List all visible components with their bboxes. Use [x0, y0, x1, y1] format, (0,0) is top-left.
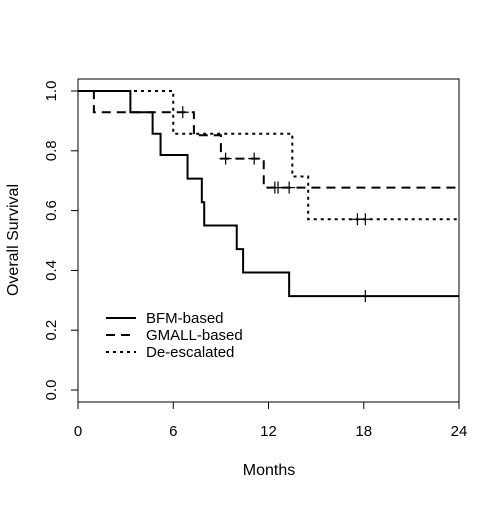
- series-line-de-escalated: [78, 90, 459, 221]
- x-tick-label: 6: [169, 423, 177, 440]
- legend-label: De-escalated: [146, 344, 234, 361]
- x-tick-label: 0: [74, 423, 82, 440]
- legend-label: GMALL-based: [146, 327, 243, 344]
- censor-marks-group: [176, 106, 372, 303]
- axes-group: 0 6 12 18 24 0.0 0.2 0.4 0.6 0.8 1.0: [43, 78, 468, 440]
- legend-label: BFM-based: [146, 310, 224, 327]
- y-tick-label: 0.6: [43, 200, 60, 221]
- x-tick-label: 12: [260, 423, 277, 440]
- x-tick-label: 18: [355, 423, 372, 440]
- y-tick-label: 0.8: [43, 140, 60, 161]
- plot-frame: [77, 78, 460, 403]
- x-axis-label: Months: [243, 462, 295, 479]
- series-group: [78, 90, 459, 298]
- y-axis-label: Overall Survival: [5, 184, 22, 296]
- series-line-gmall-based: [78, 90, 459, 189]
- y-tick-label: 1.0: [43, 81, 60, 102]
- y-tick-label: 0.2: [43, 320, 60, 341]
- series-line-bfm-based: [78, 90, 459, 298]
- y-tick-label: 0.4: [43, 260, 60, 281]
- x-tick-label: 24: [451, 423, 468, 440]
- y-tick-label: 0.0: [43, 380, 60, 401]
